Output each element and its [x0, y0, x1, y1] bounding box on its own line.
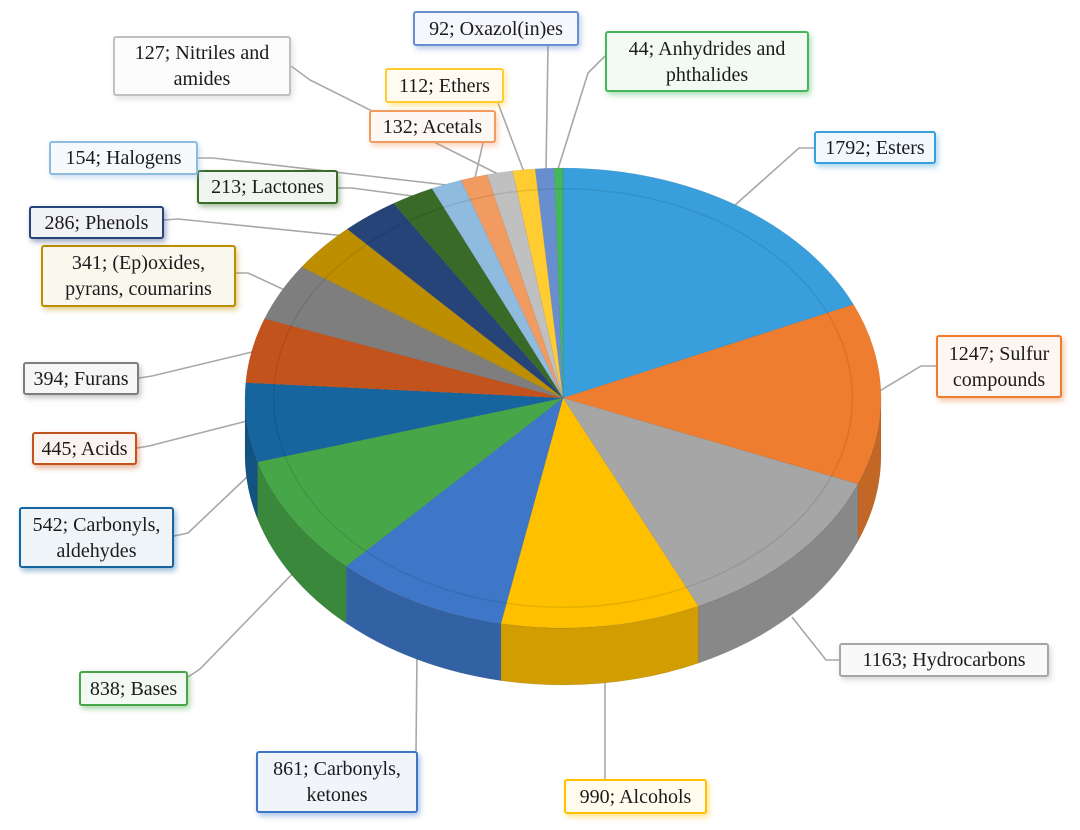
- callout-text-line: pyrans, coumarins: [65, 278, 212, 300]
- leader-line-carbonyls-aldehydes: [173, 476, 248, 537]
- leader-line-bases: [187, 565, 301, 678]
- callout-text-line: 861; Carbonyls,: [273, 758, 401, 780]
- leader-line-ethers: [497, 102, 525, 173]
- pie-slice-sulfur-compounds: [561, 304, 882, 485]
- callout-text-line: 127; Nitriles and: [134, 42, 270, 64]
- callout-text-line: 286; Phenols: [44, 211, 149, 234]
- callout-text-line: 1163; Hydrocarbons: [862, 649, 1026, 671]
- callout-text-line: 213; Lactones: [211, 176, 324, 198]
- callout-text-line: 1247; Sulfur: [948, 342, 1050, 365]
- callout-anhydrides-and-phthalides: 44; Anhydrides and phthalides: [605, 31, 809, 92]
- pie-slice-halogens: [431, 179, 564, 399]
- callout-text-line: 838; Bases: [89, 677, 178, 700]
- callout-text-line: 445; Acids: [41, 437, 128, 460]
- callout-bases: 838; Bases: [79, 671, 188, 706]
- callout-text-line: 394; Furans: [33, 367, 129, 390]
- callout-text-line: ketones: [306, 784, 368, 806]
- callout-text-line: 112; Ethers: [399, 74, 490, 97]
- pie-slice-esters: [562, 167, 854, 399]
- leader-line-carbonyls-ketones: [415, 653, 418, 752]
- leader-line-sulfur-compounds: [877, 365, 936, 393]
- pie-slice-oxazol-in-es: [534, 167, 564, 399]
- callout-text-line: 341; (Ep)oxides,: [71, 252, 206, 274]
- callout-carbonyls-ketones: 861; Carbonyls, ketones: [256, 751, 418, 813]
- pie-slice-furans: [264, 266, 564, 399]
- leader-line-acids: [136, 420, 248, 449]
- callout-acetals: 132; Acetals: [369, 110, 496, 143]
- pie-slice-hydrocarbons: [562, 397, 859, 607]
- callout-halogens: 154; Halogens: [49, 141, 198, 175]
- leader-line-lactones: [338, 187, 413, 197]
- leader-line-oxazol-in-es: [545, 45, 549, 171]
- bevel-ring: [272, 187, 854, 609]
- callout-text-line: phthalides: [665, 63, 749, 86]
- pie-slice-acetals: [460, 174, 564, 399]
- pie-side-walls-layer: [244, 397, 882, 686]
- callout-text-line: 1792; Esters: [825, 136, 925, 159]
- leader-line-anhydrides-and-phthalides: [557, 55, 606, 170]
- pie-slice-bases: [257, 397, 564, 567]
- leader-lines-layer: [136, 45, 936, 779]
- callout-text-line: 154; Halogens: [65, 147, 182, 169]
- callout-text-line: 92; Oxazol(in)es: [429, 17, 563, 40]
- callout-acids: 445; Acids: [32, 432, 137, 465]
- pie-slice-phenols: [346, 202, 564, 399]
- callout-ep-oxides-pyrans-coumarins: 341; (Ep)oxides, pyrans, coumarins: [41, 245, 236, 307]
- pie-slice-anhydrides-and-phthalides: [553, 167, 564, 399]
- callout-esters: 1792; Esters: [814, 131, 936, 164]
- callout-nitriles-and-amides: 127; Nitriles and amides: [113, 36, 291, 96]
- callout-furans: 394; Furans: [23, 362, 139, 395]
- callout-phenols: 286; Phenols: [29, 206, 164, 239]
- callout-text-line: 542; Carbonyls,: [32, 513, 161, 536]
- pie-slice-acids: [245, 318, 564, 399]
- pie-slice-ethers: [512, 168, 564, 399]
- pie-slice-nitriles-and-amides: [486, 170, 564, 399]
- pie-top-faces-layer: [244, 167, 882, 629]
- pie-slice-alcohols: [500, 397, 699, 629]
- callout-hydrocarbons: 1163; Hydrocarbons: [839, 643, 1049, 677]
- leader-line-halogens: [198, 157, 448, 186]
- callout-text-line: aldehydes: [56, 539, 137, 562]
- callout-alcohols: 990; Alcohols: [564, 779, 707, 814]
- callout-text-line: compounds: [952, 368, 1046, 391]
- callout-sulfur-compounds: 1247; Sulfur compounds: [936, 335, 1062, 398]
- callout-text-line: amides: [173, 68, 231, 90]
- leader-line-acetals: [474, 142, 484, 179]
- callout-carbonyls-aldehydes: 542; Carbonyls, aldehydes: [19, 507, 174, 568]
- leader-line-nitriles-and-amides: [290, 65, 501, 176]
- pie-slice-side-carbonyls-ketones: [345, 565, 502, 681]
- leader-line-esters: [733, 147, 814, 207]
- leader-line-hydrocarbons: [791, 616, 839, 661]
- pie-slice-ep-oxides-pyrans-coumarins: [301, 228, 564, 399]
- pie-slice-carbonyls-ketones: [345, 397, 564, 624]
- leader-line-phenols: [163, 218, 386, 241]
- callout-lactones: 213; Lactones: [197, 170, 338, 204]
- leader-line-furans: [138, 351, 253, 379]
- pie-slice-carbonyls-aldehydes: [244, 382, 564, 463]
- pie-slice-lactones: [393, 188, 564, 399]
- callout-ethers: 112; Ethers: [385, 68, 504, 103]
- callout-oxazol-in-es: 92; Oxazol(in)es: [413, 11, 579, 46]
- callout-text-line: 44; Anhydrides and: [628, 37, 786, 60]
- callout-text-line: 990; Alcohols: [579, 785, 692, 808]
- callout-text-line: 132; Acetals: [382, 115, 483, 138]
